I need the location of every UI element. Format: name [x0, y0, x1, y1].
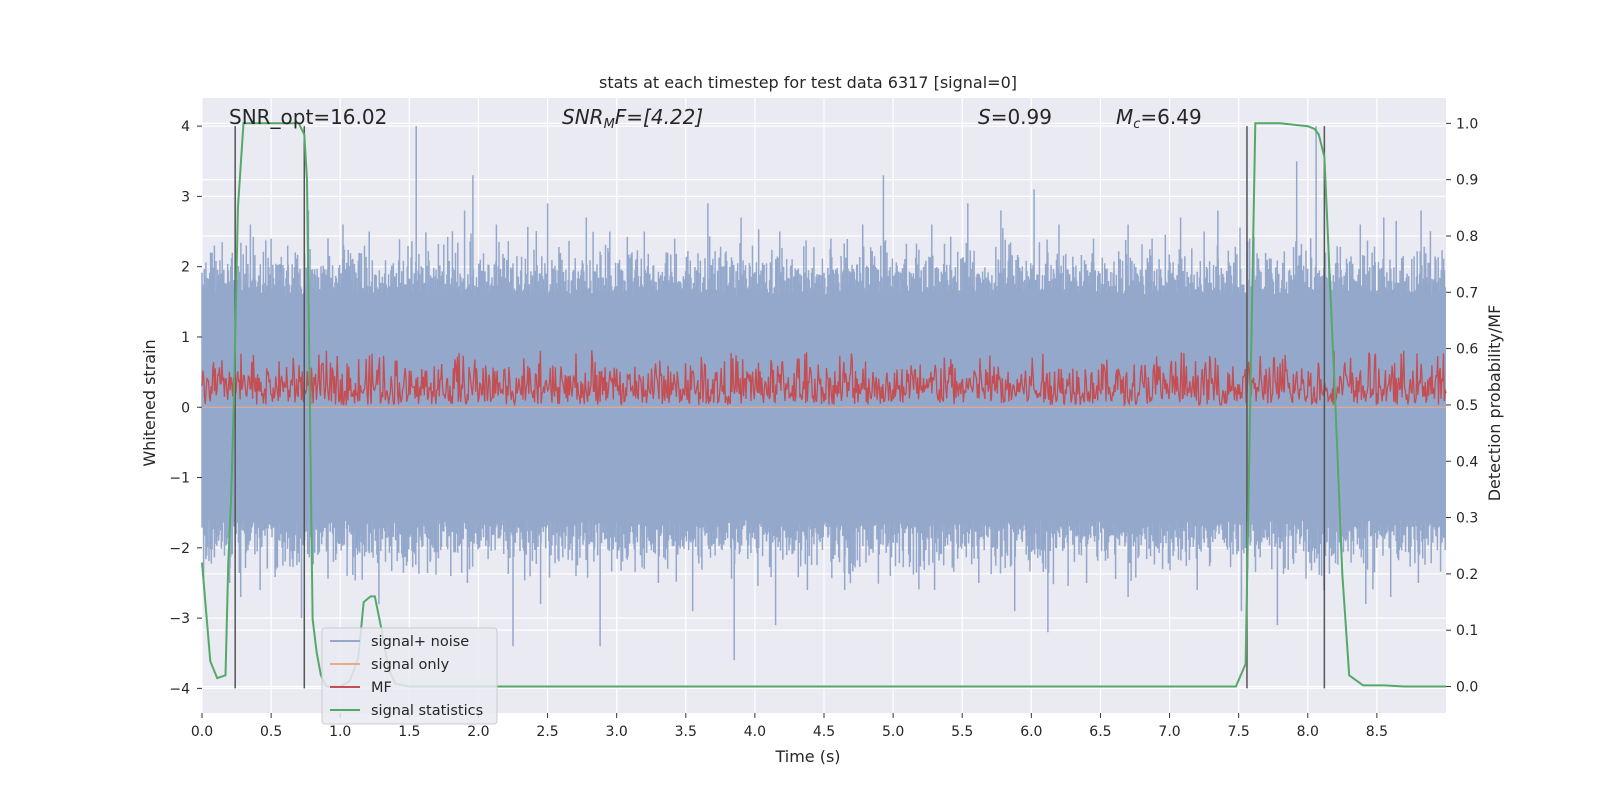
annotation-s-value: =0.99: [991, 105, 1052, 129]
x-tick-label: 4.0: [744, 724, 766, 740]
chart-title: stats at each timestep for test data 631…: [599, 73, 1017, 92]
y-left-tick-label: −2: [169, 541, 190, 557]
y-axis-left-label: Whitened strain: [140, 339, 159, 466]
x-axis-label: Time (s): [774, 747, 840, 766]
y-left-tick-label: 2: [181, 260, 190, 276]
y-right-tick-label: 1.0: [1456, 116, 1478, 132]
annotation-mc: Mc=6.49: [1116, 105, 1202, 132]
annotation-snr-mf: SNRMF=[4.22]: [562, 105, 703, 132]
legend: signal+ noise signal only MF signal stat…: [321, 627, 498, 725]
x-tick-label: 6.5: [1089, 724, 1111, 740]
annotation-snr-opt: SNR_opt=16.02: [229, 105, 387, 129]
annotation-s-var: S: [978, 105, 991, 129]
annotation-snr-mf-sub: M: [604, 117, 615, 132]
x-tick-label: 6.0: [1020, 724, 1042, 740]
x-tick-label: 1.0: [329, 724, 351, 740]
y-right-tick-label: 0.2: [1456, 567, 1478, 583]
x-tick-label: 1.5: [398, 724, 420, 740]
y-left-tick-label: 3: [181, 189, 190, 205]
legend-box: [321, 627, 498, 725]
y-axis-left-ticks: 4 3 2 1 0 −1 −2 −3 −4: [169, 119, 202, 697]
series-mf: [201, 350, 1447, 407]
annotation-mc-sub: c: [1133, 117, 1140, 132]
legend-label-signal-noise: signal+ noise: [371, 634, 469, 650]
y-right-tick-label: 0.3: [1456, 511, 1478, 527]
y-right-tick-label: 0.7: [1456, 285, 1478, 301]
y-right-tick-label: 0.1: [1456, 623, 1478, 639]
x-tick-label: 4.5: [813, 724, 835, 740]
x-tick-label: 5.0: [882, 724, 904, 740]
y-left-tick-label: 4: [181, 119, 190, 135]
x-tick-label: 3.5: [675, 724, 697, 740]
y-left-tick-label: −4: [169, 681, 190, 697]
y-axis-right-label: Detection probability/MF: [1485, 305, 1504, 502]
y-right-tick-label: 0.5: [1456, 398, 1478, 414]
y-right-tick-label: 0.9: [1456, 173, 1478, 189]
y-right-tick-label: 0.4: [1456, 454, 1478, 470]
y-right-tick-label: 0.8: [1456, 229, 1478, 245]
x-tick-label: 8.0: [1297, 724, 1319, 740]
mf-line: [201, 350, 1447, 407]
annotation-snr-mf-rest: F=[4.22]: [615, 105, 703, 129]
x-tick-label: 3.0: [606, 724, 628, 740]
x-tick-label: 8.5: [1366, 724, 1388, 740]
y-axis-right-ticks: 1.0 0.9 0.8 0.7 0.6 0.5 0.4 0.3 0.2 0.1 0.0: [1446, 116, 1478, 696]
x-tick-label: 5.5: [951, 724, 973, 740]
x-tick-label: 7.5: [1228, 724, 1250, 740]
legend-label-signal-statistics: signal statistics: [371, 703, 483, 719]
x-tick-label: 2.0: [467, 724, 489, 740]
annotation-snr-mf-base: SNR: [562, 105, 604, 129]
x-tick-label: 0.5: [260, 724, 282, 740]
y-right-tick-label: 0.6: [1456, 342, 1478, 358]
y-left-tick-label: 0: [181, 400, 190, 416]
x-tick-label: 0.0: [191, 724, 213, 740]
annotation-mc-value: =6.49: [1140, 105, 1201, 129]
legend-label-signal-only: signal only: [371, 657, 450, 673]
x-tick-label: 7.0: [1158, 724, 1180, 740]
x-tick-label: 2.5: [536, 724, 558, 740]
annotation-s: S=0.99: [978, 105, 1052, 129]
legend-label-mf: MF: [371, 680, 392, 696]
x-axis-ticks: 0.0 0.5 1.0 1.5 2.0 2.5 3.0 3.5 4.0 4.5 5.0 5.5 6.0 6…: [191, 713, 1388, 740]
y-left-tick-label: −1: [169, 471, 190, 487]
y-left-tick-label: −3: [169, 611, 190, 627]
y-right-tick-label: 0.0: [1456, 680, 1478, 696]
annotation-mc-base: M: [1116, 105, 1133, 129]
y-left-tick-label: 1: [181, 330, 190, 346]
